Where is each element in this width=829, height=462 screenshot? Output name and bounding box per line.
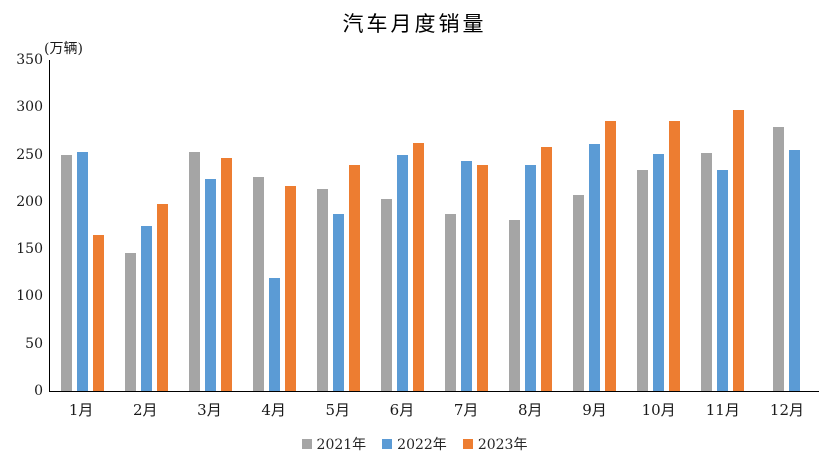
legend-item-2023年: 2023年	[462, 434, 528, 454]
bar-group	[691, 60, 755, 391]
bar-2021年	[380, 199, 392, 391]
bar-2022年	[268, 278, 280, 391]
bar-group	[627, 60, 691, 391]
y-axis-tick-label: 300	[16, 99, 43, 116]
legend-item-2021年: 2021年	[301, 434, 367, 454]
bar-2023年	[92, 234, 104, 391]
bar-2021年	[60, 154, 72, 391]
x-axis-labels: 1月 2月 3月 4月 5月 6月 7月 8月 9月 10月 11月 12月	[49, 399, 819, 420]
bar-2021年	[573, 195, 585, 391]
bar-2023年	[605, 120, 617, 391]
y-axis-tick-label: 0	[34, 383, 43, 399]
legend-label: 2021年	[316, 437, 367, 453]
bar-2023年	[220, 158, 232, 391]
bar-2022年	[525, 164, 537, 391]
legend-label: 2023年	[477, 437, 528, 453]
bar-2022年	[76, 151, 88, 391]
bar-2023年	[348, 164, 360, 391]
bar-2021年	[124, 252, 136, 391]
bar-group	[563, 60, 627, 391]
bar-2022年	[332, 214, 344, 391]
y-axis-tick-label: 50	[25, 335, 43, 352]
bar-2021年	[637, 169, 649, 391]
x-axis-tick-label: 12月	[769, 401, 805, 419]
y-axis-tick-label: 350	[16, 52, 43, 68]
legend: 2021年 2022年 2023年	[0, 434, 829, 454]
y-axis-tick-label: 200	[16, 193, 43, 210]
x-axis-tick-label: 5月	[325, 401, 351, 419]
bar-2022年	[589, 144, 601, 391]
bar-2023年	[733, 110, 745, 391]
bar-2023年	[156, 203, 168, 391]
bar-2022年	[461, 161, 472, 391]
legend-label: 2022年	[397, 437, 447, 453]
bar-2023年	[412, 143, 424, 391]
x-axis-tick-label: 3月	[197, 401, 222, 419]
bar-2023年	[477, 164, 488, 391]
x-axis-tick-label: 9月	[582, 401, 607, 419]
bar-2021年	[188, 151, 200, 391]
x-axis-tick-label: 4月	[261, 401, 286, 419]
x-axis-tick-label: 8月	[518, 401, 543, 419]
x-axis-tick-label: 1月	[68, 401, 94, 419]
bar-2022年	[140, 226, 152, 391]
chart-title: 汽车月度销量	[342, 12, 487, 36]
legend-marker-icon	[301, 439, 312, 449]
bar-2023年	[541, 147, 553, 391]
bar-group	[114, 60, 178, 391]
bar-group	[50, 60, 114, 391]
bar-2021年	[445, 214, 456, 391]
y-axis-tick-label: 250	[16, 146, 43, 163]
bar-2022年	[396, 154, 408, 391]
bar-group	[306, 60, 370, 391]
plot-area: 0 50 100 150 200 250 300 350	[16, 53, 819, 398]
x-axis-tick-label: 2月	[132, 401, 158, 419]
bar-group	[370, 60, 434, 391]
x-axis-tick-label: 10月	[641, 401, 676, 419]
bar-2021年	[701, 152, 713, 391]
legend-marker-icon	[462, 439, 473, 449]
bar-2022年	[653, 153, 665, 391]
bar-2021年	[509, 219, 521, 391]
bar-2022年	[717, 169, 729, 391]
y-axis-unit-label: (万辆)	[44, 41, 83, 57]
bar-group	[434, 60, 498, 391]
x-axis-tick-label: 6月	[389, 401, 415, 419]
bar-2021年	[773, 127, 785, 391]
bar-group	[499, 60, 563, 391]
y-axis-tick-label: 150	[16, 241, 43, 258]
bar-2023年	[669, 120, 681, 391]
legend-marker-icon	[382, 439, 393, 449]
x-axis-tick-label: 7月	[453, 401, 479, 419]
y-axis-tick-label: 100	[16, 288, 43, 305]
bar-group	[755, 60, 819, 391]
bar-2022年	[789, 149, 801, 391]
x-axis-tick-label: 11月	[705, 401, 740, 419]
bar-2021年	[316, 188, 328, 391]
legend-item-2022年: 2022年	[382, 434, 447, 454]
bar-2021年	[252, 177, 264, 391]
bar-group	[242, 60, 306, 391]
bar-2022年	[204, 179, 216, 391]
bar-2023年	[284, 185, 296, 391]
bar-group	[178, 60, 242, 391]
